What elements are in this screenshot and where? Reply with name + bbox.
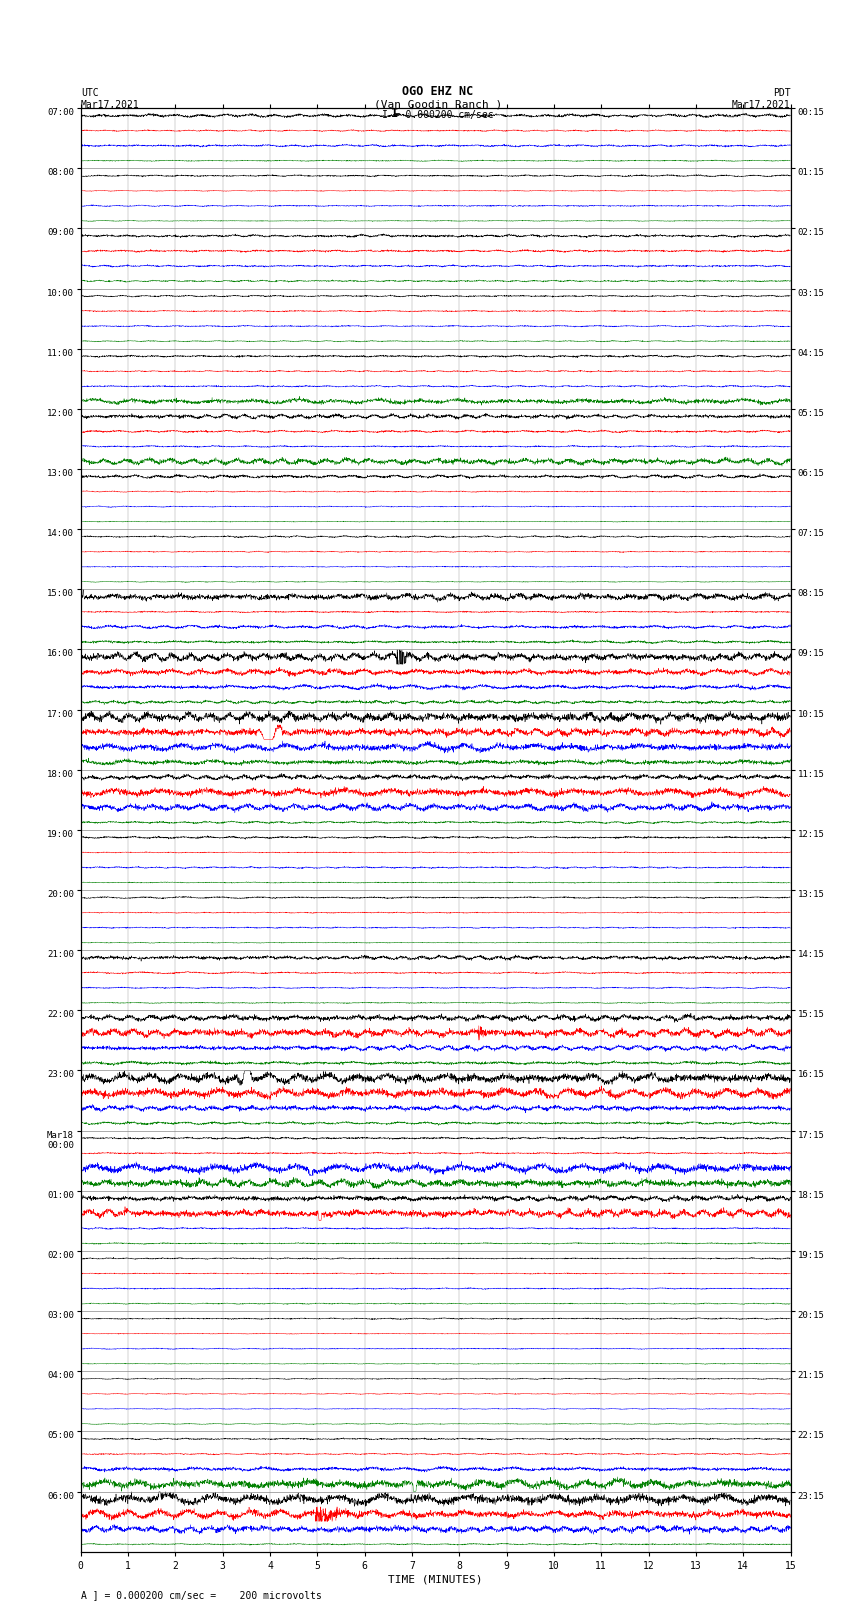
Text: UTC: UTC xyxy=(81,87,99,97)
Text: (Van Goodin Ranch ): (Van Goodin Ranch ) xyxy=(374,100,502,110)
Text: Mar17,2021: Mar17,2021 xyxy=(732,100,791,110)
Text: I = 0.000200 cm/sec: I = 0.000200 cm/sec xyxy=(382,110,494,121)
X-axis label: TIME (MINUTES): TIME (MINUTES) xyxy=(388,1574,483,1586)
Text: PDT: PDT xyxy=(773,87,790,97)
Text: I: I xyxy=(392,106,399,121)
Text: Mar17,2021: Mar17,2021 xyxy=(81,100,139,110)
Text: A ] = 0.000200 cm/sec =    200 microvolts: A ] = 0.000200 cm/sec = 200 microvolts xyxy=(81,1590,321,1600)
Text: OGO EHZ NC: OGO EHZ NC xyxy=(402,84,473,97)
